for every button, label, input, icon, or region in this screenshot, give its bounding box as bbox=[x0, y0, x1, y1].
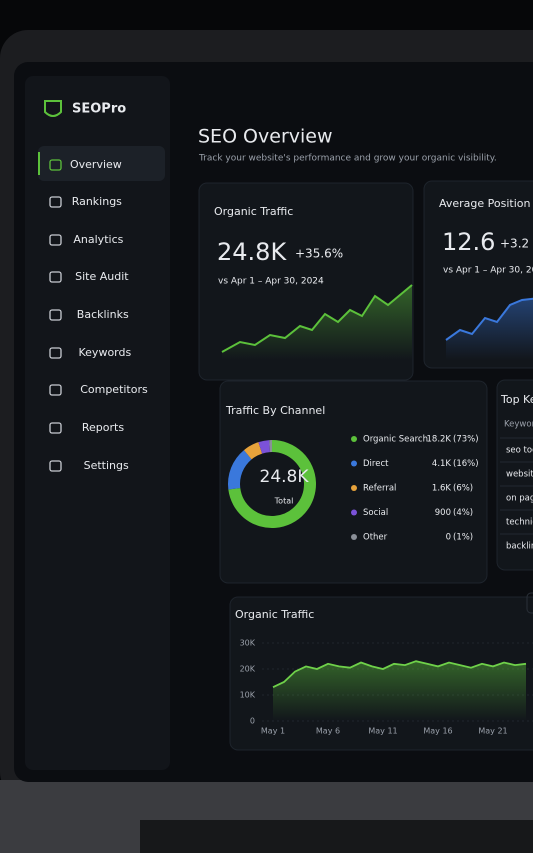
nav-item[interactable]: Keywords bbox=[79, 346, 132, 359]
legend-value: 1.6K bbox=[432, 484, 452, 494]
stat-change: +3.2 bbox=[500, 237, 529, 251]
legend-label: Direct bbox=[363, 459, 389, 469]
legend-percent: (73%) bbox=[453, 435, 479, 445]
donut-value: 24.8K bbox=[260, 467, 310, 487]
nav-icon bbox=[49, 234, 62, 246]
legend-label: Other bbox=[363, 533, 388, 543]
y-tick-label: 10K bbox=[240, 691, 256, 700]
legend-percent: (16%) bbox=[453, 459, 479, 469]
sparkline bbox=[445, 297, 533, 341]
page-subtitle: Track your website's performance and gro… bbox=[198, 154, 497, 164]
brand: SEOPro bbox=[72, 102, 126, 117]
legend-dot bbox=[351, 509, 357, 516]
keyword: on page seo bbox=[506, 494, 533, 504]
keyword: technical seo bbox=[506, 518, 533, 528]
legend-percent: (4%) bbox=[453, 508, 473, 518]
legend-value: 0 bbox=[446, 533, 451, 543]
nav-item[interactable]: Rankings bbox=[72, 195, 122, 208]
x-tick-label: May 16 bbox=[423, 727, 452, 736]
stat-period: vs Apr 1 – Apr 30, 2024 bbox=[443, 266, 533, 276]
x-tick-label: May 1 bbox=[261, 727, 285, 736]
keyword: seo tools bbox=[506, 446, 533, 456]
stat-change: +35.6% bbox=[295, 247, 343, 261]
legend-dot bbox=[351, 485, 357, 491]
card-title: Traffic By Channel bbox=[225, 404, 325, 417]
line-area bbox=[273, 661, 526, 721]
nav-active-bg[interactable] bbox=[38, 146, 165, 181]
nav-icon bbox=[49, 384, 62, 396]
stat-period: vs Apr 1 – Apr 30, 2024 bbox=[218, 277, 324, 287]
stat-value: 24.8K bbox=[217, 238, 287, 266]
x-tick-label: May 6 bbox=[316, 727, 340, 736]
donut-segment bbox=[243, 442, 263, 460]
legend-dot bbox=[351, 460, 357, 467]
y-tick-label: 20K bbox=[240, 665, 256, 674]
y-tick-label: 0 bbox=[250, 717, 255, 726]
page-title: SEO Overview bbox=[198, 126, 333, 148]
card bbox=[496, 379, 533, 571]
y-tick-label: 30K bbox=[240, 639, 256, 648]
legend-dot bbox=[351, 436, 357, 442]
nav-icon bbox=[49, 347, 62, 359]
stat-value: 12.6 bbox=[442, 228, 495, 256]
keyword: website audit bbox=[506, 470, 533, 480]
sparkline bbox=[221, 284, 413, 353]
card bbox=[219, 380, 488, 584]
table-header: Keyword bbox=[504, 420, 533, 430]
nav-icon bbox=[49, 460, 62, 472]
nav-item[interactable]: Settings bbox=[84, 459, 129, 472]
card-title: Organic Traffic bbox=[214, 205, 293, 218]
legend-label: Referral bbox=[363, 484, 396, 494]
sparkline-area bbox=[446, 298, 533, 360]
line bbox=[272, 660, 527, 689]
nav-active-bar bbox=[38, 152, 40, 175]
nav-item[interactable]: Reports bbox=[82, 421, 124, 434]
keyword: backlink checker bbox=[506, 542, 533, 552]
x-tick-label: May 21 bbox=[478, 727, 507, 736]
legend-value: 4.1K bbox=[432, 459, 452, 469]
card-title: Average Position bbox=[439, 197, 531, 210]
nav-icon bbox=[49, 271, 62, 283]
x-tick-label: May 11 bbox=[368, 727, 397, 736]
legend-value: 18.2K bbox=[427, 435, 452, 445]
legend-value: 900 bbox=[435, 508, 451, 518]
donut-segment bbox=[258, 440, 271, 454]
nav-icon bbox=[49, 196, 62, 208]
nav-item[interactable]: Competitors bbox=[80, 383, 148, 396]
screen-content: SEOPro Overview Rankings Analytics Site Audi… bbox=[25, 76, 533, 770]
nav-icon bbox=[49, 309, 62, 321]
donut-segment bbox=[228, 440, 316, 528]
donut-segment bbox=[228, 450, 252, 490]
nav-item[interactable]: Site Audit bbox=[75, 270, 129, 283]
legend-label: Social bbox=[363, 508, 388, 518]
legend-percent: (1%) bbox=[453, 533, 473, 543]
legend-label: Organic Search bbox=[363, 435, 428, 445]
logo-icon bbox=[44, 100, 62, 117]
nav-icon bbox=[49, 159, 62, 171]
nav-item[interactable]: Overview bbox=[70, 158, 122, 171]
sparkline-area bbox=[222, 285, 412, 360]
card-title: Top Keywords bbox=[500, 393, 533, 406]
nav-item[interactable]: Backlinks bbox=[77, 308, 129, 321]
donut-label: Total bbox=[274, 497, 294, 506]
keyboard bbox=[140, 820, 533, 853]
chart-title: Organic Traffic bbox=[235, 608, 314, 621]
nav-icon bbox=[49, 422, 62, 434]
sidebar bbox=[25, 76, 170, 770]
nav-item[interactable]: Analytics bbox=[73, 233, 123, 246]
legend-dot bbox=[351, 534, 357, 540]
dropdown[interactable] bbox=[526, 592, 533, 614]
legend-percent: (6%) bbox=[453, 484, 473, 494]
